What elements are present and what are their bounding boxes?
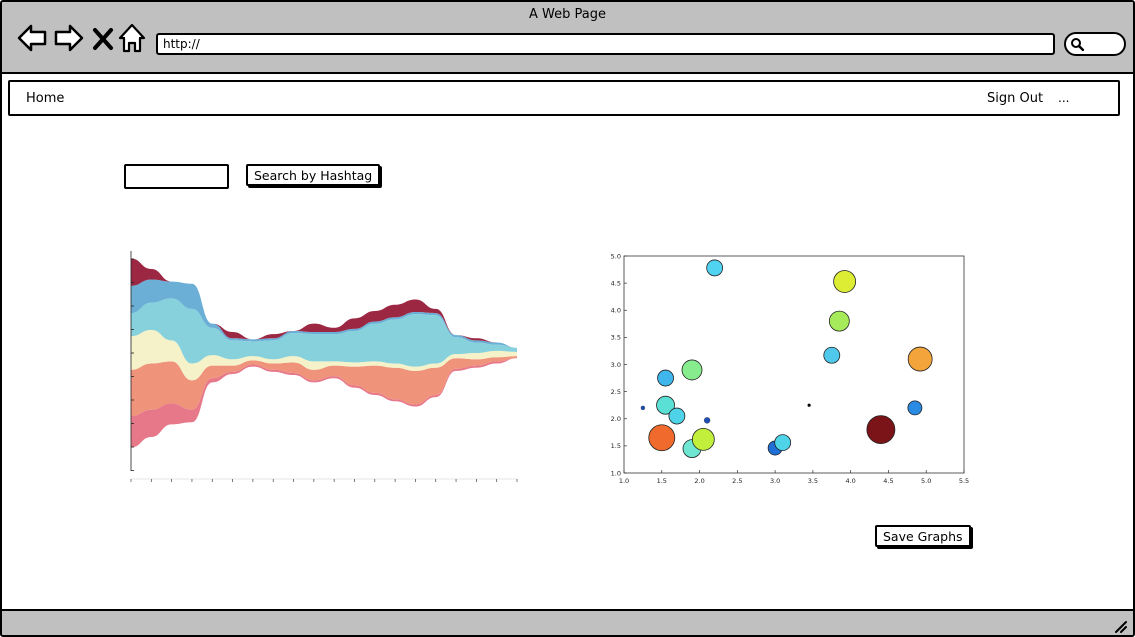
scatter-point-6 bbox=[681, 359, 703, 381]
scatter-point-0 bbox=[640, 405, 646, 411]
arrow-right-icon[interactable] bbox=[53, 22, 85, 54]
scatter-y-tick-label: 1.0 bbox=[611, 469, 621, 477]
scatter-x-tick-label: 3.5 bbox=[808, 477, 818, 485]
scatter-y-tick-label: 4.5 bbox=[611, 279, 621, 287]
scatter-y-tick-label: 3.5 bbox=[611, 334, 621, 342]
scatter-point-2 bbox=[656, 395, 675, 415]
save-graphs-button[interactable]: Save Graphs bbox=[875, 525, 971, 547]
streamgraph-chart bbox=[130, 251, 518, 482]
stream-layer-5 bbox=[131, 258, 517, 348]
scatter-x-tick-label: 4.5 bbox=[883, 477, 893, 485]
scatter-x-tick-label: 4.0 bbox=[845, 477, 855, 485]
menu-bar: Home Sign Out ... bbox=[8, 80, 1120, 116]
scatter-point-15 bbox=[833, 270, 857, 293]
scatter-point-7 bbox=[691, 427, 715, 451]
scatter-y-tick-label: 2.0 bbox=[611, 415, 621, 423]
stream-layer-0 bbox=[131, 358, 517, 448]
window-title: A Web Page bbox=[529, 7, 606, 22]
scatter-point-12 bbox=[807, 403, 811, 407]
hashtag-search-input[interactable] bbox=[124, 164, 229, 189]
scatter-point-4 bbox=[668, 407, 686, 425]
search-icon bbox=[1071, 38, 1084, 51]
scatter-point-1 bbox=[648, 424, 676, 452]
scatter-point-8 bbox=[703, 417, 711, 424]
scatter-x-tick-label: 5.5 bbox=[959, 477, 969, 485]
scatter-y-tick-label: 5.0 bbox=[611, 252, 621, 260]
stream-layer-1 bbox=[131, 356, 517, 416]
scatter-point-17 bbox=[907, 400, 923, 416]
scatter-y-tick-label: 3.0 bbox=[611, 361, 621, 369]
scatter-point-3 bbox=[657, 369, 674, 387]
scatter-x-tick-label: 1.5 bbox=[657, 477, 667, 485]
scatter-point-11 bbox=[774, 434, 792, 452]
scatter-x-tick-label: 5.0 bbox=[921, 477, 931, 485]
scatter-y-tick-label: 1.5 bbox=[611, 442, 621, 450]
scatter-point-13 bbox=[823, 346, 841, 364]
scatter-y-tick-label: 4.0 bbox=[611, 307, 621, 315]
scatter-x-tick-label: 1.0 bbox=[619, 477, 629, 485]
browser-search-field[interactable] bbox=[1064, 32, 1126, 56]
status-bar bbox=[2, 609, 1133, 635]
search-by-hashtag-button[interactable]: Search by Hashtag bbox=[246, 164, 381, 186]
scatter-x-tick-label: 2.0 bbox=[694, 477, 704, 485]
bubble-scatter-chart: 1.0 1.5 2.0 2.5 3.0 3.5 4.0 4.5 5.0 5.5 1.0 1.5 2.0 2… bbox=[611, 252, 970, 485]
scatter-point-14 bbox=[828, 310, 850, 332]
resize-grip-icon[interactable] bbox=[1113, 619, 1127, 633]
home-icon[interactable] bbox=[118, 22, 146, 54]
scatter-x-tick-label: 2.5 bbox=[732, 477, 742, 485]
close-icon[interactable] bbox=[90, 22, 116, 54]
scatter-point-16 bbox=[866, 415, 896, 445]
menu-item-more[interactable]: ... bbox=[1058, 91, 1070, 105]
stream-layer-3 bbox=[131, 298, 517, 367]
menu-item-home[interactable]: Home bbox=[26, 91, 65, 106]
scatter-plot-area bbox=[623, 255, 965, 474]
scatter-y-tick-label: 2.5 bbox=[611, 388, 621, 396]
scatter-x-tick-label: 3.0 bbox=[770, 477, 780, 485]
url-bar[interactable]: http:// bbox=[156, 33, 1055, 55]
title-bar: A Web Page http:// bbox=[2, 2, 1133, 74]
arrow-left-icon[interactable] bbox=[16, 22, 48, 54]
stream-layer-2 bbox=[131, 329, 517, 381]
menu-item-sign-out[interactable]: Sign Out bbox=[987, 91, 1044, 106]
scatter-point-9 bbox=[706, 259, 724, 277]
scatter-point-18 bbox=[907, 346, 933, 372]
